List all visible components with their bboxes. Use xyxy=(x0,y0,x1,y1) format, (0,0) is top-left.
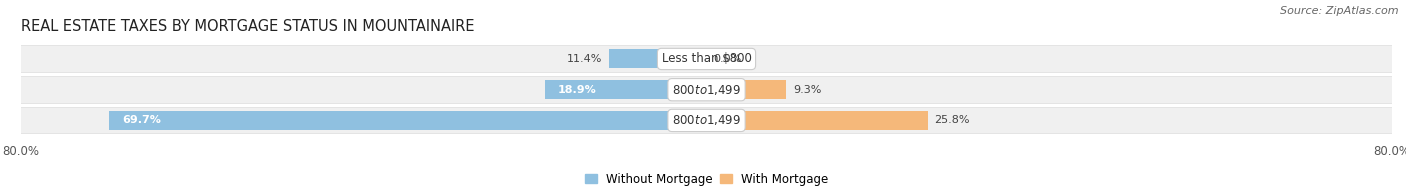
Bar xyxy=(609,50,707,68)
Bar xyxy=(707,111,928,130)
Bar xyxy=(21,46,1392,72)
Text: 11.4%: 11.4% xyxy=(567,54,602,64)
Bar xyxy=(21,76,1392,104)
Text: Source: ZipAtlas.com: Source: ZipAtlas.com xyxy=(1281,6,1399,16)
Text: REAL ESTATE TAXES BY MORTGAGE STATUS IN MOUNTAINAIRE: REAL ESTATE TAXES BY MORTGAGE STATUS IN … xyxy=(21,19,475,34)
Text: 69.7%: 69.7% xyxy=(122,115,162,125)
Text: 18.9%: 18.9% xyxy=(557,85,596,95)
Text: $800 to $1,499: $800 to $1,499 xyxy=(672,83,741,97)
Text: 9.3%: 9.3% xyxy=(793,85,821,95)
Text: 25.8%: 25.8% xyxy=(935,115,970,125)
Legend: Without Mortgage, With Mortgage: Without Mortgage, With Mortgage xyxy=(581,168,832,190)
Bar xyxy=(21,45,1392,73)
Bar xyxy=(544,80,707,99)
Bar xyxy=(21,107,1392,134)
Bar xyxy=(21,77,1392,103)
Text: 0.0%: 0.0% xyxy=(713,54,741,64)
Text: Less than $800: Less than $800 xyxy=(662,52,751,66)
Bar xyxy=(110,111,707,130)
Bar xyxy=(707,80,786,99)
Text: $800 to $1,499: $800 to $1,499 xyxy=(672,113,741,127)
Bar xyxy=(21,107,1392,133)
